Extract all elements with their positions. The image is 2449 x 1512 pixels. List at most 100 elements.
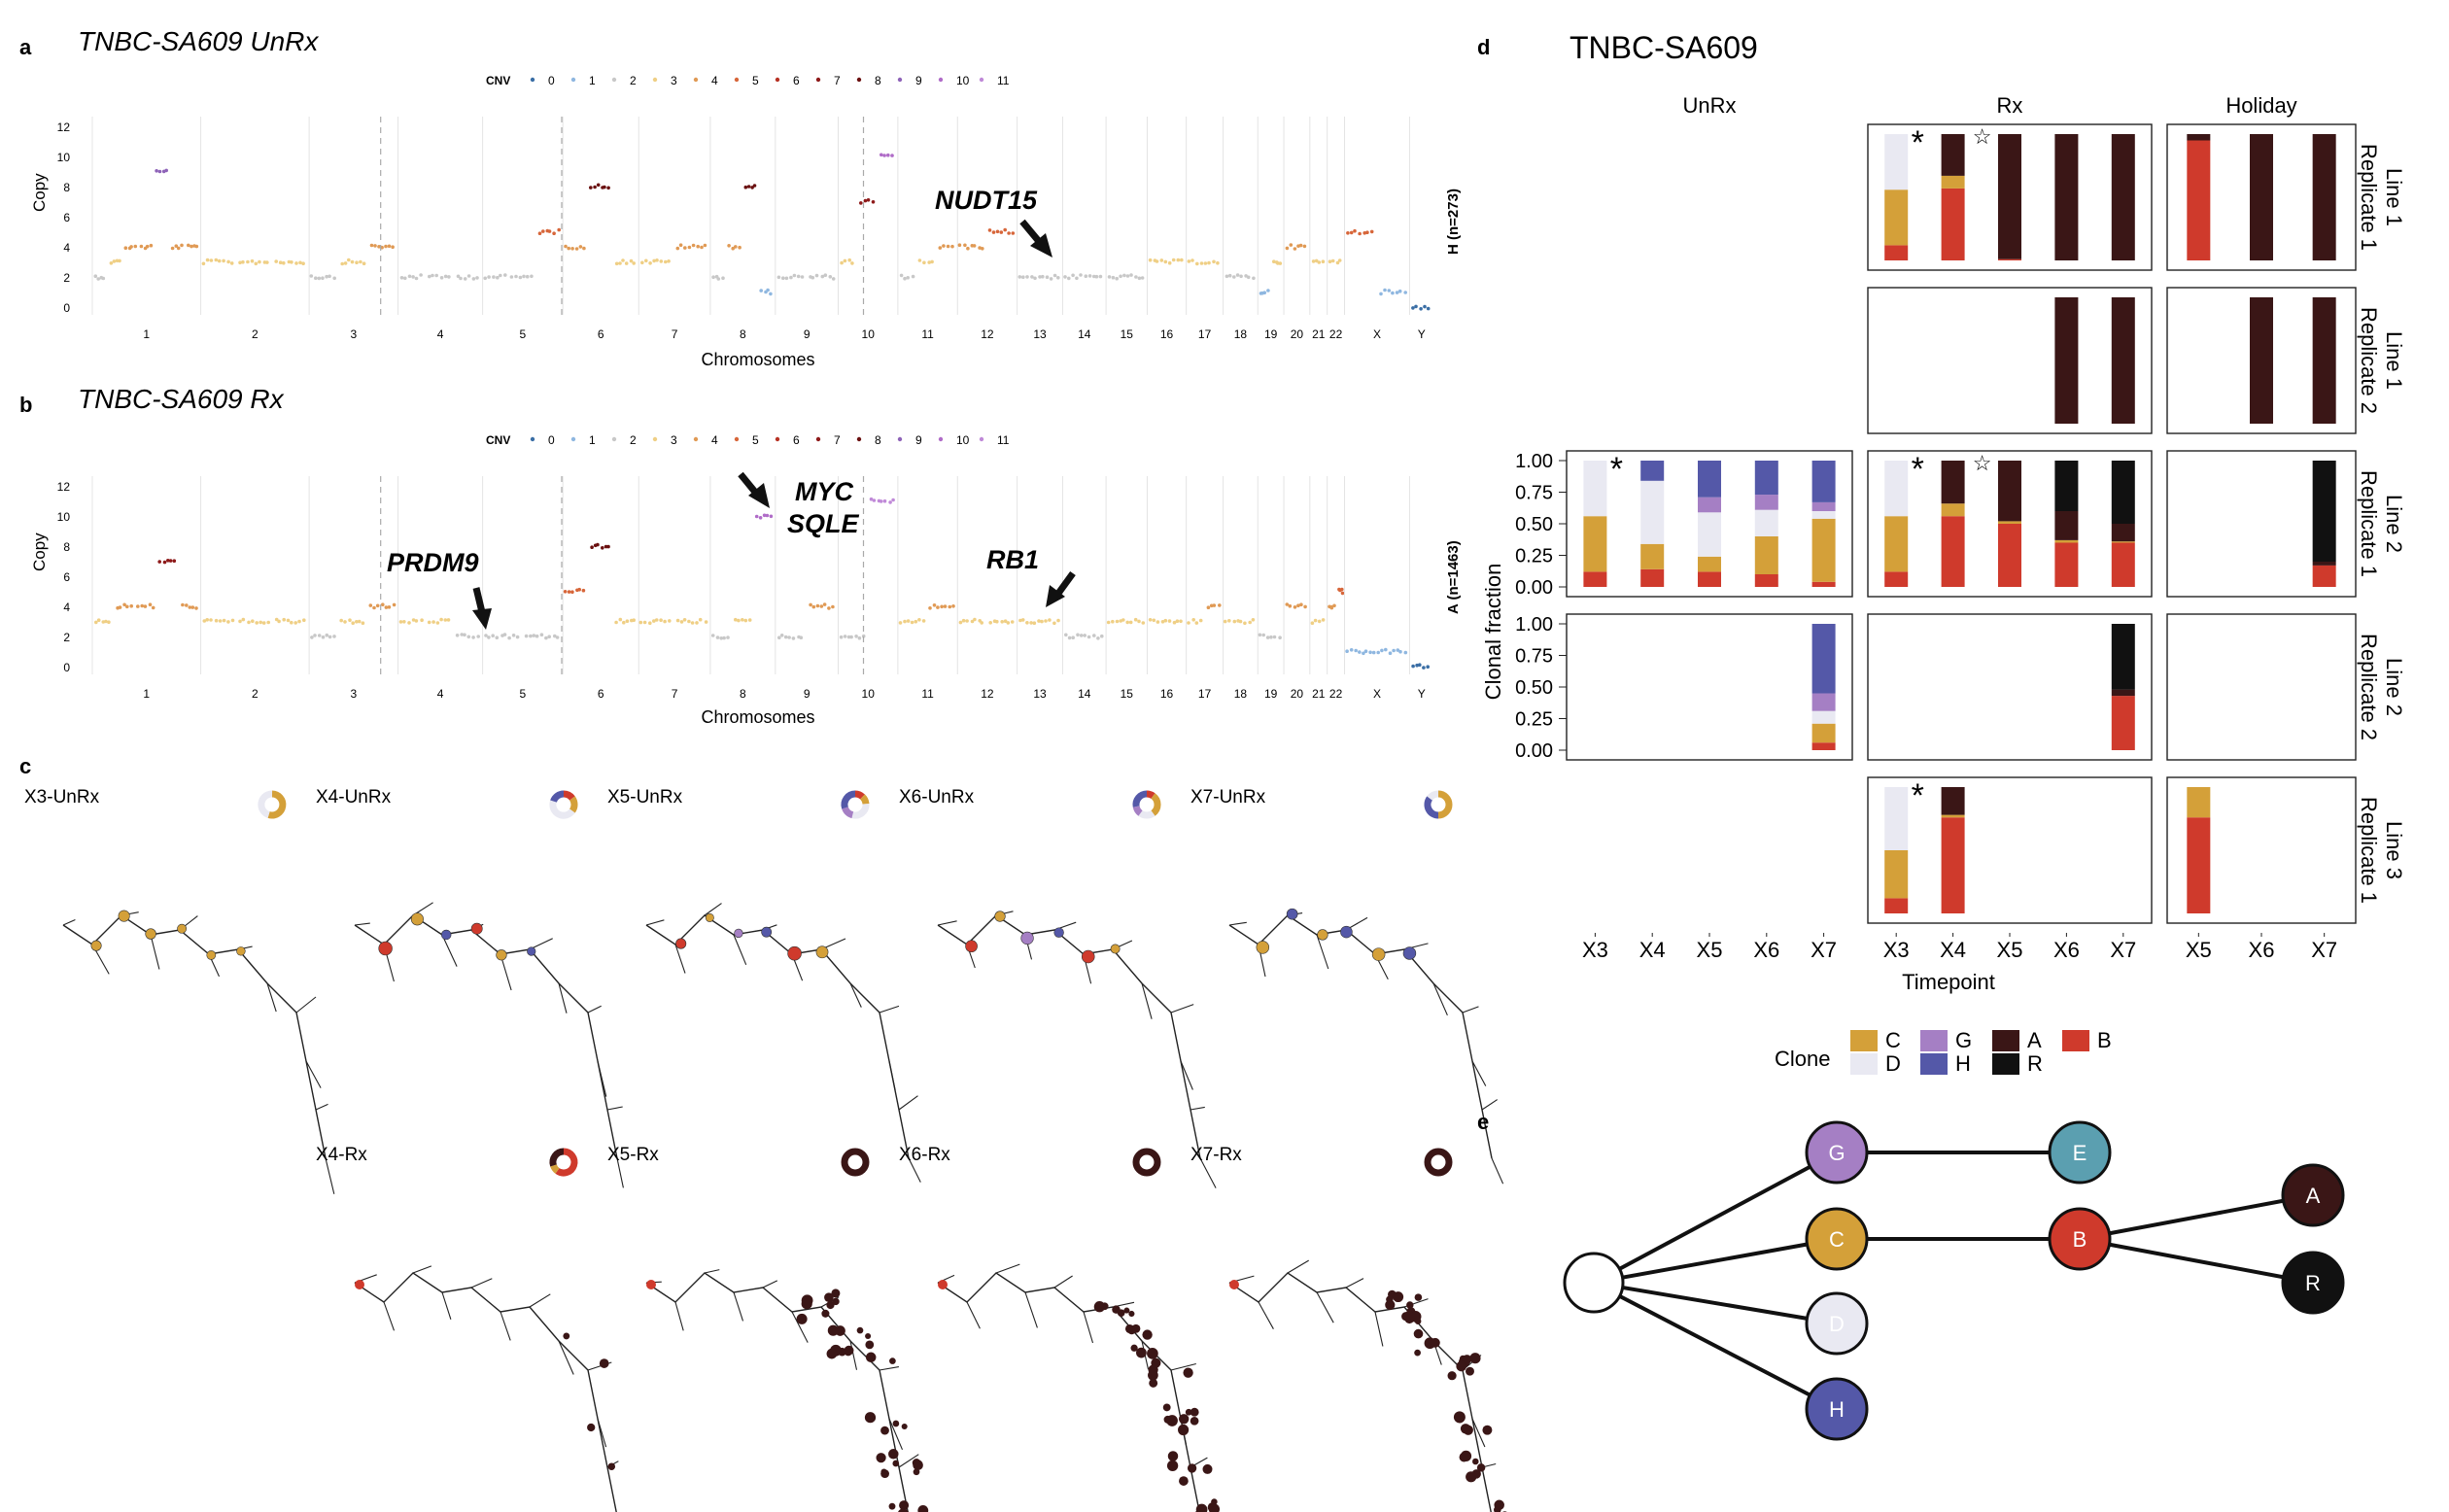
- copy-number-point: [362, 261, 366, 266]
- copy-number-point: [1358, 231, 1362, 236]
- copy-number-point: [1122, 273, 1126, 278]
- cnv-legend-state: 8: [875, 74, 881, 87]
- copy-number-point: [443, 274, 448, 279]
- copy-number-point: [796, 274, 801, 279]
- panel-a-xlabel: Chromosomes: [701, 350, 814, 369]
- bar-segment-A: [1941, 461, 1965, 504]
- tree-branch: [898, 1095, 918, 1111]
- copy-number-point: [1293, 247, 1297, 251]
- bar-segment-B: [2111, 542, 2135, 587]
- chromosome-label: X: [1373, 327, 1381, 341]
- copy-number-point: [1387, 289, 1392, 292]
- tree-node: [1256, 941, 1270, 954]
- copy-number-point: [1265, 636, 1270, 639]
- copy-number-point: [123, 246, 128, 250]
- tree-node: [917, 1504, 929, 1512]
- tree-branch: [1432, 982, 1448, 1016]
- chromosome-label: 12: [981, 687, 994, 701]
- tree-node: [599, 1358, 609, 1368]
- tree-backbone: [937, 1272, 1200, 1512]
- row-header: Line 1Replicate 2: [2357, 307, 2406, 414]
- copy-number-point: [1171, 258, 1176, 262]
- copy-number-point: [943, 604, 948, 608]
- tree-branch: [305, 1060, 322, 1088]
- row-header: Line 2Replicate 2: [2357, 634, 2406, 740]
- copy-number-point: [1032, 621, 1037, 625]
- copy-number-point: [411, 618, 416, 622]
- copy-number-point: [402, 620, 406, 624]
- clone-donut-segment: [550, 790, 565, 804]
- copy-number-point: [218, 619, 223, 623]
- copy-number-point: [369, 243, 374, 248]
- copy-number-point: [1067, 636, 1072, 640]
- chromosome-label: X: [1373, 687, 1381, 701]
- panel-b-right-label: A (n=1463): [1445, 540, 1462, 614]
- copy-number-point: [491, 634, 496, 637]
- copy-number-point: [1278, 636, 1282, 639]
- x-tick-label: X4: [1940, 938, 1966, 962]
- chromosome-label: 18: [1234, 327, 1248, 341]
- copy-number-point: [922, 260, 926, 265]
- y-tick-label: 0.50: [1515, 677, 1553, 699]
- tree-node: [1401, 1312, 1411, 1322]
- copy-number-point: [162, 560, 167, 565]
- gene-label-sqle: SQLE: [787, 509, 860, 538]
- bar-segment-D: [1754, 509, 1778, 536]
- tree-branch: [597, 1060, 607, 1097]
- tree-node: [1190, 1407, 1199, 1417]
- copy-number-point: [1311, 259, 1316, 263]
- tree-node: [888, 1449, 899, 1460]
- clone-node-label: G: [1828, 1141, 1845, 1165]
- copy-number-point: [557, 227, 561, 232]
- cnv-legend-state: 5: [752, 433, 759, 447]
- cnv-legend-dot: [979, 436, 984, 442]
- copy-number-point: [164, 168, 168, 173]
- panel-a: a TNBC-SA609 UnRx CNV 0 1 2 3 4 5 6 7 8 9 10 11 Copy…: [19, 26, 1462, 369]
- cnv-legend-dot: [938, 436, 944, 442]
- tree-branch: [1228, 921, 1247, 926]
- copy-number-point: [496, 275, 500, 280]
- copy-number-point: [978, 246, 982, 250]
- copy-number-point: [1133, 617, 1138, 622]
- copy-number-point: [1155, 259, 1159, 263]
- cnv-legend-dot: [897, 77, 903, 83]
- copy-number-point: [1384, 647, 1388, 652]
- copy-number-point: [434, 273, 439, 278]
- copy-number-point: [321, 635, 326, 639]
- copy-number-point: [823, 273, 828, 278]
- copy-number-point: [981, 247, 984, 251]
- bar-segment-B: [2111, 696, 2135, 750]
- copy-number-point: [1346, 231, 1350, 235]
- copy-number-point: [314, 276, 318, 281]
- bar-segment-B: [1811, 581, 1836, 587]
- gene-label-rb1: RB1: [986, 545, 1039, 574]
- tree-node: [938, 1280, 948, 1289]
- copy-number-point: [675, 246, 680, 251]
- clone-donut-segment: [1132, 790, 1148, 808]
- clone-node-label: C: [1829, 1227, 1845, 1252]
- copy-number-point: [1199, 261, 1204, 265]
- copy-number-point: [1163, 259, 1168, 264]
- copy-number-point: [1079, 634, 1084, 637]
- copy-number-point: [1299, 602, 1303, 606]
- copy-number-point: [1064, 633, 1068, 637]
- copy-number-point: [1121, 618, 1125, 622]
- cnv-legend-state: 5: [752, 74, 759, 87]
- bar-segment-H: [1698, 461, 1721, 498]
- copy-number-point: [259, 620, 263, 625]
- copy-number-point: [544, 636, 548, 640]
- chromosome-label: 4: [437, 327, 444, 341]
- copy-number-point: [1092, 274, 1096, 279]
- cnv-legend-state: 11: [997, 74, 1010, 87]
- copy-number-point: [357, 619, 362, 624]
- copy-number-point: [1423, 304, 1427, 309]
- copy-number-point: [1129, 273, 1133, 277]
- y-tick-label: 10: [57, 151, 71, 164]
- cnv-legend-label: CNV: [486, 74, 510, 87]
- bar-segment-H: [1811, 624, 1836, 694]
- cnv-legend-dot: [611, 77, 617, 83]
- tree-backbone: [1228, 914, 1493, 1159]
- copy-number-point: [155, 169, 158, 173]
- panel-b-title: TNBC-SA609 Rx: [78, 384, 285, 414]
- copy-number-point: [1176, 258, 1181, 262]
